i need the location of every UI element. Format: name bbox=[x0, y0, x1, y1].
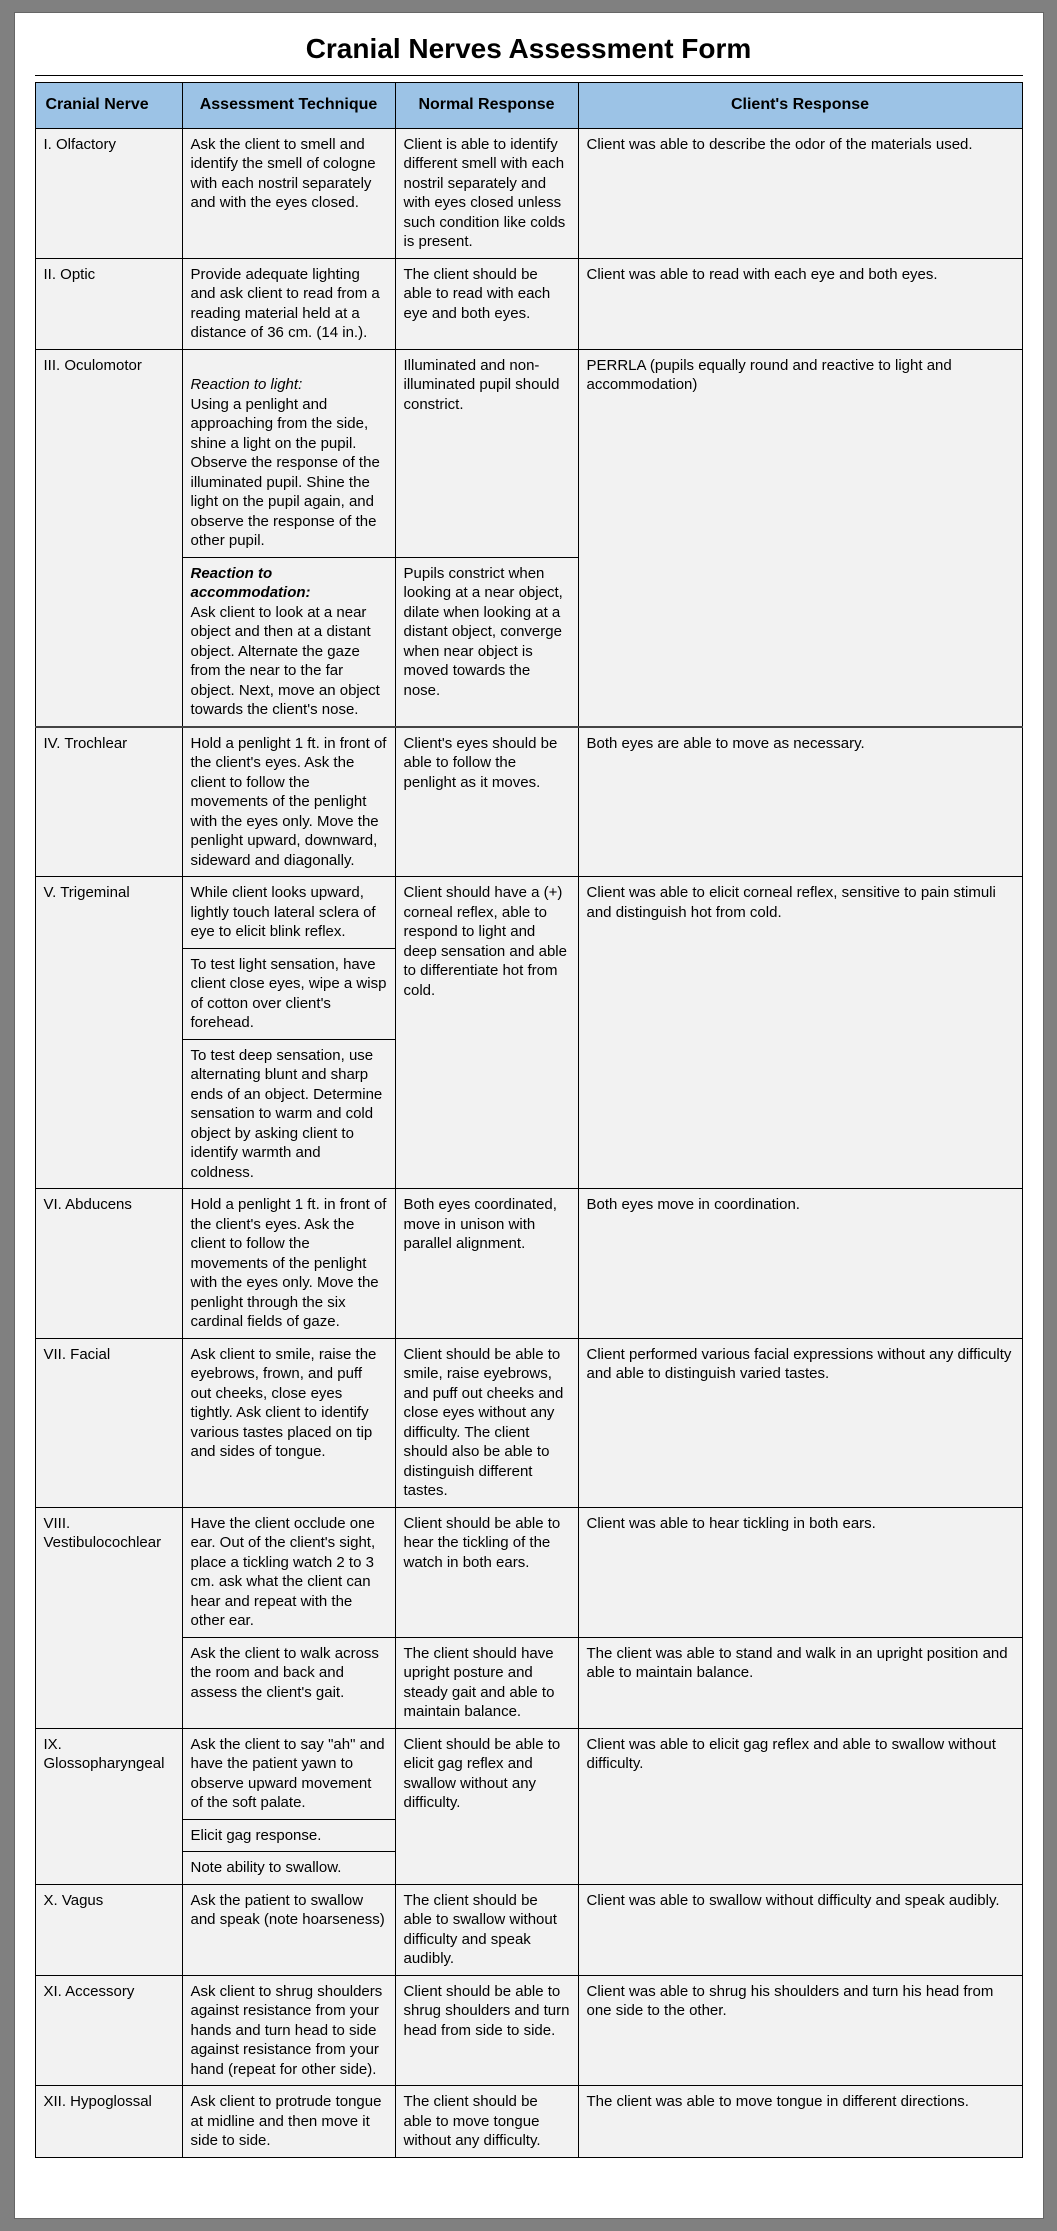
cell-nerve: I. Olfactory bbox=[35, 128, 182, 258]
cell-tech: Note ability to swallow. bbox=[183, 1852, 395, 1884]
tech-lead: Reaction to accommodation: bbox=[191, 565, 311, 602]
cell-tech: Ask client to shrug shoulders against re… bbox=[182, 1975, 395, 2086]
cell-norm: Client should have a (+) corneal reflex,… bbox=[395, 877, 578, 1189]
cell-norm: Both eyes coordinated, move in unison wi… bbox=[395, 1189, 578, 1339]
cell-resp: Client was able to elicit corneal reflex… bbox=[578, 877, 1022, 1189]
cell-tech: Ask client to smile, raise the eyebrows,… bbox=[182, 1338, 395, 1507]
inner-table: Ask the client to say "ah" and have the … bbox=[183, 1729, 395, 1884]
cell-norm: Client should be able to elicit gag refl… bbox=[395, 1728, 578, 1884]
cell-tech: Ask the patient to swallow and speak (no… bbox=[182, 1884, 395, 1975]
header-response: Client's Response bbox=[578, 83, 1022, 129]
title-underline bbox=[35, 75, 1023, 76]
cell-nerve: V. Trigeminal bbox=[35, 877, 182, 1189]
cell-resp: Client was able to shrug his shoulders a… bbox=[578, 1975, 1022, 2086]
table-row: VII. Facial Ask client to smile, raise t… bbox=[35, 1338, 1022, 1507]
table-row: I. Olfactory Ask the client to smell and… bbox=[35, 128, 1022, 258]
assessment-table: Cranial Nerve Assessment Technique Norma… bbox=[35, 82, 1023, 2158]
cell-resp: Client was able to elicit gag reflex and… bbox=[578, 1728, 1022, 1884]
table-row: XI. Accessory Ask client to shrug should… bbox=[35, 1975, 1022, 2086]
cell-tech-group: While client looks upward, lightly touch… bbox=[182, 877, 395, 1189]
cell-nerve: XI. Accessory bbox=[35, 1975, 182, 2086]
cell-nerve: VI. Abducens bbox=[35, 1189, 182, 1339]
header-nerve: Cranial Nerve bbox=[35, 83, 182, 129]
cell-resp: Client was able to hear tickling in both… bbox=[578, 1507, 1022, 1637]
cell-tech: Provide adequate lighting and ask client… bbox=[182, 258, 395, 349]
page-title: Cranial Nerves Assessment Form bbox=[35, 33, 1023, 65]
cell-norm: Illuminated and non-illuminated pupil sh… bbox=[395, 349, 578, 557]
cell-resp: Client performed various facial expressi… bbox=[578, 1338, 1022, 1507]
tech-lead: Reaction to light: bbox=[191, 376, 303, 393]
tech-body: Ask client to look at a near object and … bbox=[191, 604, 380, 719]
table-row: IX. Glossopharyngeal Ask the client to s… bbox=[35, 1728, 1022, 1884]
cell-norm: Client should be able to hear the tickli… bbox=[395, 1507, 578, 1637]
cell-norm: Client is able to identify different sme… bbox=[395, 128, 578, 258]
cell-norm: The client should be able to read with e… bbox=[395, 258, 578, 349]
cell-nerve: VII. Facial bbox=[35, 1338, 182, 1507]
table-row: VI. Abducens Hold a penlight 1 ft. in fr… bbox=[35, 1189, 1022, 1339]
table-row: V. Trigeminal While client looks upward,… bbox=[35, 877, 1022, 1189]
table-row: X. Vagus Ask the patient to swallow and … bbox=[35, 1884, 1022, 1975]
cell-tech: Ask client to protrude tongue at midline… bbox=[182, 2086, 395, 2158]
cell-norm: Client should be able to shrug shoulders… bbox=[395, 1975, 578, 2086]
table-row: XII. Hypoglossal Ask client to protrude … bbox=[35, 2086, 1022, 2158]
cell-tech: Ask the client to walk across the room a… bbox=[182, 1637, 395, 1728]
cell-tech: Reaction to accommodation:Ask client to … bbox=[182, 557, 395, 727]
cell-nerve: III. Oculomotor bbox=[35, 349, 182, 727]
cell-resp: Client was able to read with each eye an… bbox=[578, 258, 1022, 349]
cell-norm: The client should be able to swallow wit… bbox=[395, 1884, 578, 1975]
cell-nerve: IV. Trochlear bbox=[35, 727, 182, 877]
table-row: VIII. Vestibulocochlear Have the client … bbox=[35, 1507, 1022, 1637]
cell-tech: Ask the client to smell and identify the… bbox=[182, 128, 395, 258]
cell-tech-group: Ask the client to say "ah" and have the … bbox=[182, 1728, 395, 1884]
cell-resp: Client was able to describe the odor of … bbox=[578, 128, 1022, 258]
cell-tech: While client looks upward, lightly touch… bbox=[183, 877, 395, 948]
cell-nerve: X. Vagus bbox=[35, 1884, 182, 1975]
cell-nerve: XII. Hypoglossal bbox=[35, 2086, 182, 2158]
inner-table: While client looks upward, lightly touch… bbox=[183, 877, 395, 1188]
cell-resp: Both eyes are able to move as necessary. bbox=[578, 727, 1022, 877]
cell-tech: Hold a penlight 1 ft. in front of the cl… bbox=[182, 727, 395, 877]
page: Cranial Nerves Assessment Form Cranial N… bbox=[14, 12, 1044, 2219]
cell-norm: The client should have upright posture a… bbox=[395, 1637, 578, 1728]
cell-resp: Both eyes move in coordination. bbox=[578, 1189, 1022, 1339]
table-row: II. Optic Provide adequate lighting and … bbox=[35, 258, 1022, 349]
cell-nerve: VIII. Vestibulocochlear bbox=[35, 1507, 182, 1728]
cell-tech: To test deep sensation, use alternating … bbox=[183, 1039, 395, 1188]
cell-norm: Client should be able to smile, raise ey… bbox=[395, 1338, 578, 1507]
table-row: III. Oculomotor Reaction to light:Using … bbox=[35, 349, 1022, 557]
cell-resp: The client was able to stand and walk in… bbox=[578, 1637, 1022, 1728]
table-row: IV. Trochlear Hold a penlight 1 ft. in f… bbox=[35, 727, 1022, 877]
cell-norm: The client should be able to move tongue… bbox=[395, 2086, 578, 2158]
header-technique: Assessment Technique bbox=[182, 83, 395, 129]
cell-resp: Client was able to swallow without diffi… bbox=[578, 1884, 1022, 1975]
cell-nerve: IX. Glossopharyngeal bbox=[35, 1728, 182, 1884]
cell-tech: Elicit gag response. bbox=[183, 1819, 395, 1852]
cell-tech: Ask the client to say "ah" and have the … bbox=[183, 1729, 395, 1820]
cell-resp: The client was able to move tongue in di… bbox=[578, 2086, 1022, 2158]
cell-norm: Client's eyes should be able to follow t… bbox=[395, 727, 578, 877]
cell-tech: Hold a penlight 1 ft. in front of the cl… bbox=[182, 1189, 395, 1339]
cell-tech: To test light sensation, have client clo… bbox=[183, 948, 395, 1039]
cell-tech: Have the client occlude one ear. Out of … bbox=[182, 1507, 395, 1637]
table-row: Ask the client to walk across the room a… bbox=[35, 1637, 1022, 1728]
cell-norm: Pupils constrict when looking at a near … bbox=[395, 557, 578, 727]
cell-nerve: II. Optic bbox=[35, 258, 182, 349]
cell-resp: PERRLA (pupils equally round and reactiv… bbox=[578, 349, 1022, 727]
tech-body: Using a penlight and approaching from th… bbox=[191, 396, 380, 550]
cell-tech: Reaction to light: Using a penlight and a… bbox=[182, 349, 395, 557]
header-normal: Normal Response bbox=[395, 83, 578, 129]
table-header-row: Cranial Nerve Assessment Technique Norma… bbox=[35, 83, 1022, 129]
